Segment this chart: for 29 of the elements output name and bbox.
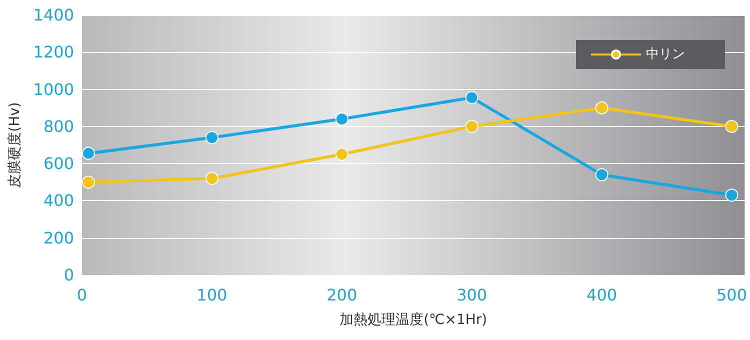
point [725,188,738,202]
point [335,148,348,161]
point [465,91,478,104]
y-tick-label: 0 [64,266,74,284]
y-tick-label: 1400 [33,6,74,24]
y-tick-label: 400 [43,191,74,210]
point [465,120,478,133]
x-tick-label: 0 [76,286,88,304]
legend-label: 中リン [646,47,685,62]
x-tick-label: 400 [586,286,618,304]
x-axis-title: 加熱処理温度(℃×1Hr) [340,312,488,328]
point [335,112,348,126]
y-axis-title: 皮膜硬度(Hv) [7,102,23,188]
x-tick-label: 500 [716,286,748,304]
y-tick-label: 800 [43,116,74,136]
x-tick-label: 200 [326,286,358,304]
y-tick-label: 600 [43,154,74,174]
point [205,172,218,185]
point [595,101,608,114]
point [205,131,218,144]
point [82,146,95,160]
point [725,120,738,133]
x-tick-label: 300 [456,286,488,304]
y-tick-label: 1200 [33,42,74,62]
y-tick-label: 200 [43,228,74,248]
point [82,176,95,189]
x-tick-label: 100 [196,286,228,304]
y-tick-label: 1000 [33,80,74,99]
point [595,168,608,182]
